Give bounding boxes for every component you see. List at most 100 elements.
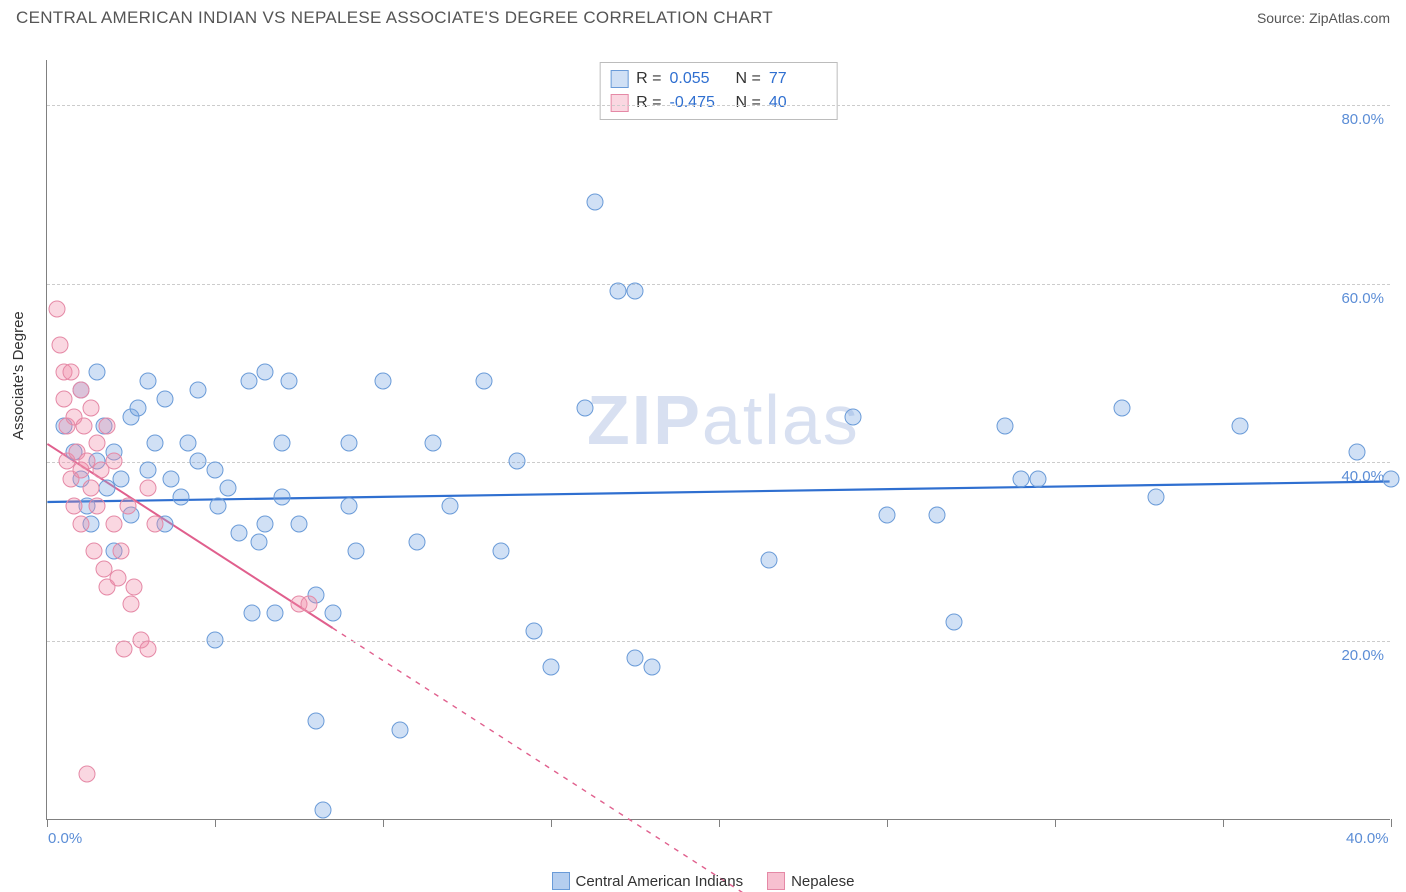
legend-swatch-1 bbox=[767, 872, 785, 890]
x-tick bbox=[1223, 819, 1224, 827]
x-tick bbox=[383, 819, 384, 827]
data-point bbox=[425, 435, 442, 452]
data-point bbox=[1147, 489, 1164, 506]
data-point bbox=[109, 569, 126, 586]
data-point bbox=[146, 515, 163, 532]
data-point bbox=[250, 533, 267, 550]
data-point bbox=[307, 712, 324, 729]
data-point bbox=[106, 453, 123, 470]
stats-n-val-0: 77 bbox=[769, 67, 827, 91]
trend-line-dashed bbox=[333, 628, 1390, 892]
data-point bbox=[257, 363, 274, 380]
data-point bbox=[408, 533, 425, 550]
data-point bbox=[139, 480, 156, 497]
gridline-h bbox=[47, 641, 1390, 642]
data-point bbox=[301, 596, 318, 613]
data-point bbox=[243, 605, 260, 622]
data-point bbox=[139, 462, 156, 479]
data-point bbox=[1383, 471, 1400, 488]
plot-area: ZIPatlas R = 0.055 N = 77 R = -0.475 N =… bbox=[46, 60, 1390, 820]
data-point bbox=[1114, 399, 1131, 416]
data-point bbox=[845, 408, 862, 425]
data-point bbox=[1231, 417, 1248, 434]
stats-r-val-0: 0.055 bbox=[670, 67, 728, 91]
data-point bbox=[220, 480, 237, 497]
x-tick bbox=[887, 819, 888, 827]
data-point bbox=[576, 399, 593, 416]
data-point bbox=[119, 498, 136, 515]
data-point bbox=[79, 766, 96, 783]
data-point bbox=[230, 524, 247, 541]
data-point bbox=[89, 363, 106, 380]
data-point bbox=[586, 194, 603, 211]
data-point bbox=[274, 489, 291, 506]
data-point bbox=[146, 435, 163, 452]
data-point bbox=[526, 623, 543, 640]
stats-box: R = 0.055 N = 77 R = -0.475 N = 40 bbox=[599, 62, 838, 120]
data-point bbox=[509, 453, 526, 470]
data-point bbox=[627, 283, 644, 300]
data-point bbox=[475, 372, 492, 389]
data-point bbox=[129, 399, 146, 416]
data-point bbox=[280, 372, 297, 389]
data-point bbox=[65, 498, 82, 515]
x-tick bbox=[551, 819, 552, 827]
data-point bbox=[929, 507, 946, 524]
data-point bbox=[112, 471, 129, 488]
data-point bbox=[123, 596, 140, 613]
data-point bbox=[190, 381, 207, 398]
stats-r-label-0: R = bbox=[636, 67, 661, 91]
data-point bbox=[1349, 444, 1366, 461]
data-point bbox=[207, 632, 224, 649]
data-point bbox=[106, 515, 123, 532]
data-point bbox=[341, 498, 358, 515]
data-point bbox=[52, 337, 69, 354]
data-point bbox=[156, 390, 173, 407]
data-point bbox=[163, 471, 180, 488]
stats-row-1: R = -0.475 N = 40 bbox=[610, 91, 827, 115]
y-tick-label: 80.0% bbox=[1341, 111, 1384, 128]
gridline-h bbox=[47, 284, 1390, 285]
data-point bbox=[190, 453, 207, 470]
data-point bbox=[55, 390, 72, 407]
chart-title: CENTRAL AMERICAN INDIAN VS NEPALESE ASSO… bbox=[16, 8, 773, 28]
legend-label-0: Central American Indians bbox=[576, 873, 744, 890]
stats-row-0: R = 0.055 N = 77 bbox=[610, 67, 827, 91]
y-tick-label: 60.0% bbox=[1341, 290, 1384, 307]
data-point bbox=[139, 372, 156, 389]
y-tick-label: 40.0% bbox=[1341, 468, 1384, 485]
gridline-h bbox=[47, 462, 1390, 463]
data-point bbox=[348, 542, 365, 559]
data-point bbox=[879, 507, 896, 524]
data-point bbox=[180, 435, 197, 452]
data-point bbox=[291, 515, 308, 532]
data-point bbox=[257, 515, 274, 532]
legend-item-0: Central American Indians bbox=[552, 872, 744, 890]
data-point bbox=[391, 721, 408, 738]
data-point bbox=[82, 399, 99, 416]
data-point bbox=[173, 489, 190, 506]
trend-line bbox=[47, 481, 1389, 502]
x-tick bbox=[47, 819, 48, 827]
trend-lines-layer bbox=[47, 60, 1390, 819]
data-point bbox=[89, 435, 106, 452]
legend-label-1: Nepalese bbox=[791, 873, 854, 890]
data-point bbox=[126, 578, 143, 595]
x-tick bbox=[1391, 819, 1392, 827]
stats-n-label-0: N = bbox=[736, 67, 761, 91]
data-point bbox=[761, 551, 778, 568]
stats-n-val-1: 40 bbox=[769, 91, 827, 115]
x-tick bbox=[215, 819, 216, 827]
data-point bbox=[610, 283, 627, 300]
data-point bbox=[1030, 471, 1047, 488]
x-tick bbox=[1055, 819, 1056, 827]
data-point bbox=[627, 650, 644, 667]
data-point bbox=[75, 417, 92, 434]
data-point bbox=[86, 542, 103, 559]
title-bar: CENTRAL AMERICAN INDIAN VS NEPALESE ASSO… bbox=[0, 0, 1406, 32]
data-point bbox=[89, 498, 106, 515]
y-tick-label: 20.0% bbox=[1341, 647, 1384, 664]
trend-line bbox=[47, 444, 332, 628]
x-tick bbox=[719, 819, 720, 827]
legend-swatch-0 bbox=[552, 872, 570, 890]
